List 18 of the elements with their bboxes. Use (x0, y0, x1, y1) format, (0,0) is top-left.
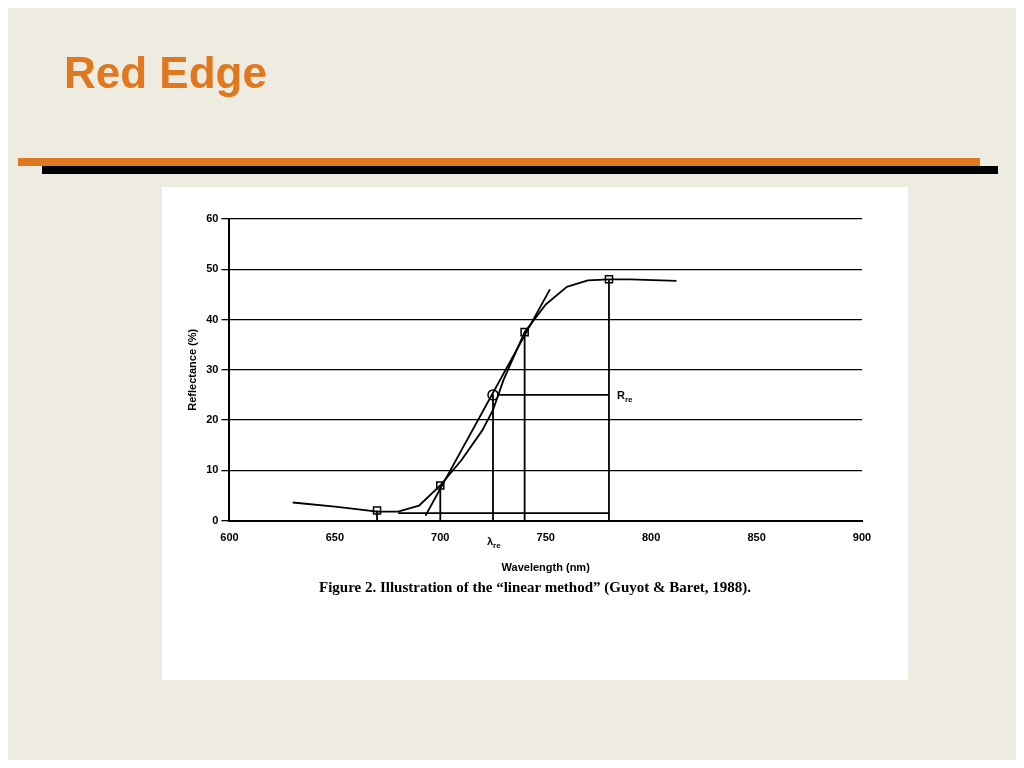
y-tick-label: 40 (206, 312, 219, 325)
y-tick-label: 60 (206, 212, 219, 225)
x-tick-label: 600 (220, 531, 239, 544)
y-tick-label: 0 (212, 513, 219, 526)
y-tick-label: 50 (206, 262, 219, 275)
x-axis-title: Wavelength (nm) (501, 561, 591, 574)
y-tick-label: 10 (206, 463, 219, 476)
x-tick-label: 800 (641, 531, 661, 544)
y-tick-label: 30 (206, 362, 219, 375)
y-axis-title: Reflectance (%) (185, 328, 198, 411)
chart-title: Red Edge (64, 48, 267, 98)
x-tick-label: 850 (747, 531, 766, 544)
x-tick-label: 700 (431, 531, 450, 544)
caption: Figure 2. Illustration of the “linear method” (Guyot & Baret, 1988). (317, 579, 753, 596)
x-tick-label: 750 (536, 531, 555, 544)
y-tick-label: 20 (206, 413, 219, 426)
x-tick-label: 900 (852, 531, 872, 544)
x-tick-label: 650 (325, 531, 345, 544)
